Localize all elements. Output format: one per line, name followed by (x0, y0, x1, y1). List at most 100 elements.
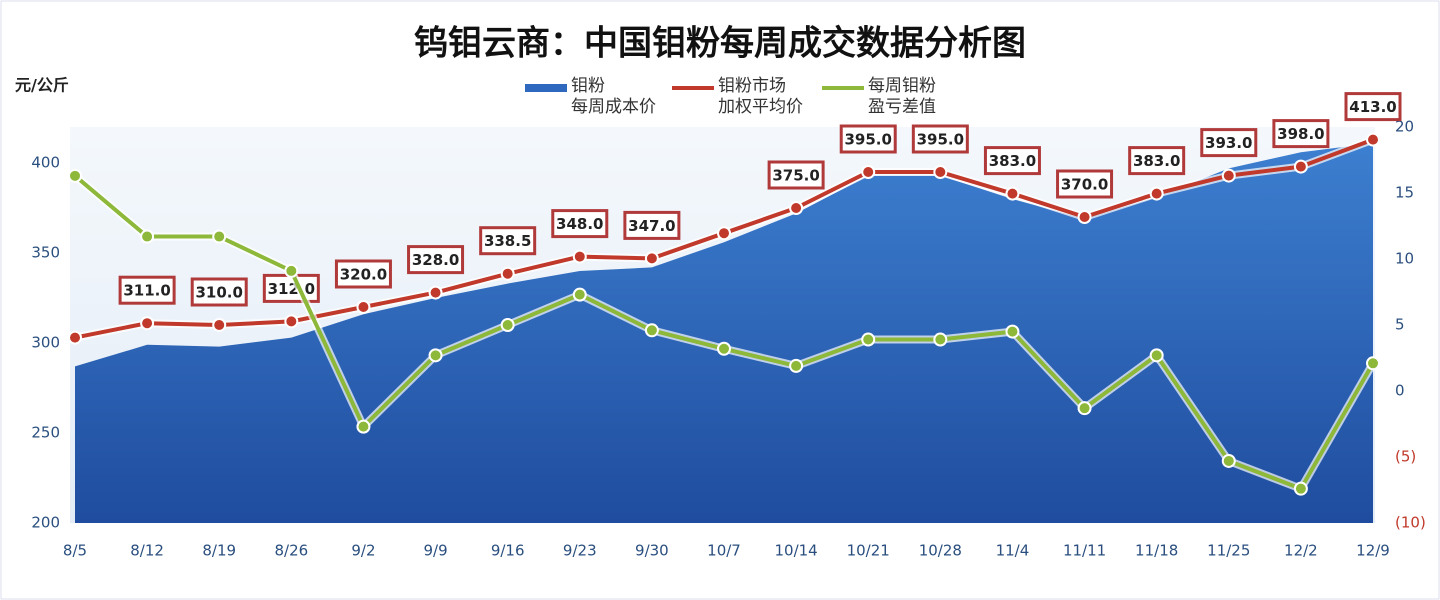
y2-tick-label: 0 (1395, 382, 1405, 400)
point (789, 358, 804, 373)
point (1005, 186, 1020, 201)
value-label: 383.0 (1133, 152, 1180, 170)
point (284, 263, 299, 278)
x-tick-label: 8/19 (202, 542, 236, 560)
point (572, 287, 587, 302)
value-label-box (407, 245, 465, 275)
value-label: 413.0 (1349, 98, 1396, 116)
x-tick-label: 12/9 (1356, 542, 1390, 560)
value-label-box (479, 226, 537, 256)
value-label: 320.0 (340, 266, 387, 284)
point (933, 332, 948, 347)
point (933, 165, 948, 179)
value-label: 338.5 (484, 232, 531, 250)
value-label-box (334, 259, 392, 289)
point (644, 323, 659, 338)
point (356, 300, 371, 314)
point (1293, 159, 1308, 174)
y-tick-label: 200 (31, 514, 60, 532)
value-label: 312.0 (268, 280, 315, 298)
cost-area (75, 143, 1373, 523)
x-tick-label: 10/21 (847, 542, 890, 560)
value-label: 370.0 (1061, 176, 1108, 194)
point (500, 266, 515, 281)
value-label: 311.0 (123, 282, 170, 300)
point (140, 316, 155, 331)
legend-label: 每周钼粉 盈亏差值 (868, 76, 936, 117)
y-tick-label: 250 (31, 424, 60, 442)
y2-tick-label: 20 (1395, 118, 1414, 136)
y2-tick-label: (5) (1395, 448, 1416, 466)
point (212, 318, 227, 332)
x-tick-label: 10/28 (919, 542, 962, 560)
value-label-box (190, 277, 248, 307)
value-label-box (1344, 92, 1402, 122)
value-label-box (767, 160, 825, 190)
x-tick-label: 10/7 (707, 542, 741, 560)
x-tick-label: 8/5 (63, 542, 87, 560)
point (1366, 356, 1380, 371)
x-tick-label: 9/30 (635, 542, 669, 560)
value-label-box (118, 275, 176, 305)
value-label-box (1128, 146, 1186, 176)
y-axis-label: 元/公斤 (15, 76, 69, 95)
point (1149, 348, 1164, 363)
chart-title: 钨钼云商：中国钼粉每周成交数据分析图 (414, 24, 1026, 64)
point (861, 332, 876, 347)
point (572, 249, 587, 264)
value-label: 375.0 (772, 167, 819, 185)
y-tick-label: 350 (31, 244, 60, 262)
value-label: 310.0 (195, 284, 242, 302)
value-label-box (983, 146, 1041, 176)
point (284, 314, 299, 329)
point (140, 229, 155, 244)
value-label-box (623, 210, 681, 240)
value-label: 383.0 (989, 152, 1036, 170)
point (1005, 324, 1020, 339)
value-label: 348.0 (556, 215, 603, 233)
value-label: 347.0 (628, 217, 675, 235)
x-tick-label: 9/2 (351, 542, 375, 560)
point (1077, 401, 1092, 416)
point (1077, 210, 1092, 224)
point (68, 330, 82, 345)
x-tick-label: 8/12 (130, 542, 164, 560)
x-tick-label: 11/4 (996, 542, 1030, 560)
point (1366, 132, 1380, 147)
value-label: 395.0 (844, 131, 891, 149)
y2-tick-label: 15 (1395, 184, 1414, 202)
legend-label: 钼粉 每周成本价 (571, 76, 656, 117)
point (212, 229, 227, 244)
x-tick-label: 11/18 (1135, 542, 1178, 560)
point (861, 165, 876, 179)
y2-tick-label: (10) (1395, 514, 1426, 532)
point (1149, 186, 1164, 201)
legend-swatch (822, 86, 864, 90)
value-label: 328.0 (412, 251, 459, 269)
value-label-box (1056, 169, 1114, 199)
x-tick-label: 9/9 (423, 542, 447, 560)
value-label-box (1272, 119, 1330, 149)
x-tick-label: 12/2 (1284, 542, 1318, 560)
value-label-box (911, 124, 969, 154)
value-label-box (1200, 128, 1258, 158)
y-tick-label: 300 (31, 334, 60, 352)
legend-swatch (672, 86, 714, 90)
x-tick-label: 10/14 (774, 542, 817, 560)
legend-label: 钼粉市场 加权平均价 (718, 76, 803, 117)
point (644, 251, 659, 266)
legend-swatch (525, 84, 567, 92)
y2-tick-label: 5 (1395, 316, 1405, 334)
x-tick-label: 8/26 (274, 542, 308, 560)
value-label: 398.0 (1277, 125, 1324, 143)
x-tick-label: 9/16 (491, 542, 525, 560)
y-tick-label: 400 (31, 154, 60, 172)
point (789, 201, 804, 215)
value-label: 395.0 (917, 131, 964, 149)
point (500, 318, 515, 332)
point (1221, 453, 1236, 468)
point (428, 348, 443, 363)
point (1221, 168, 1236, 183)
